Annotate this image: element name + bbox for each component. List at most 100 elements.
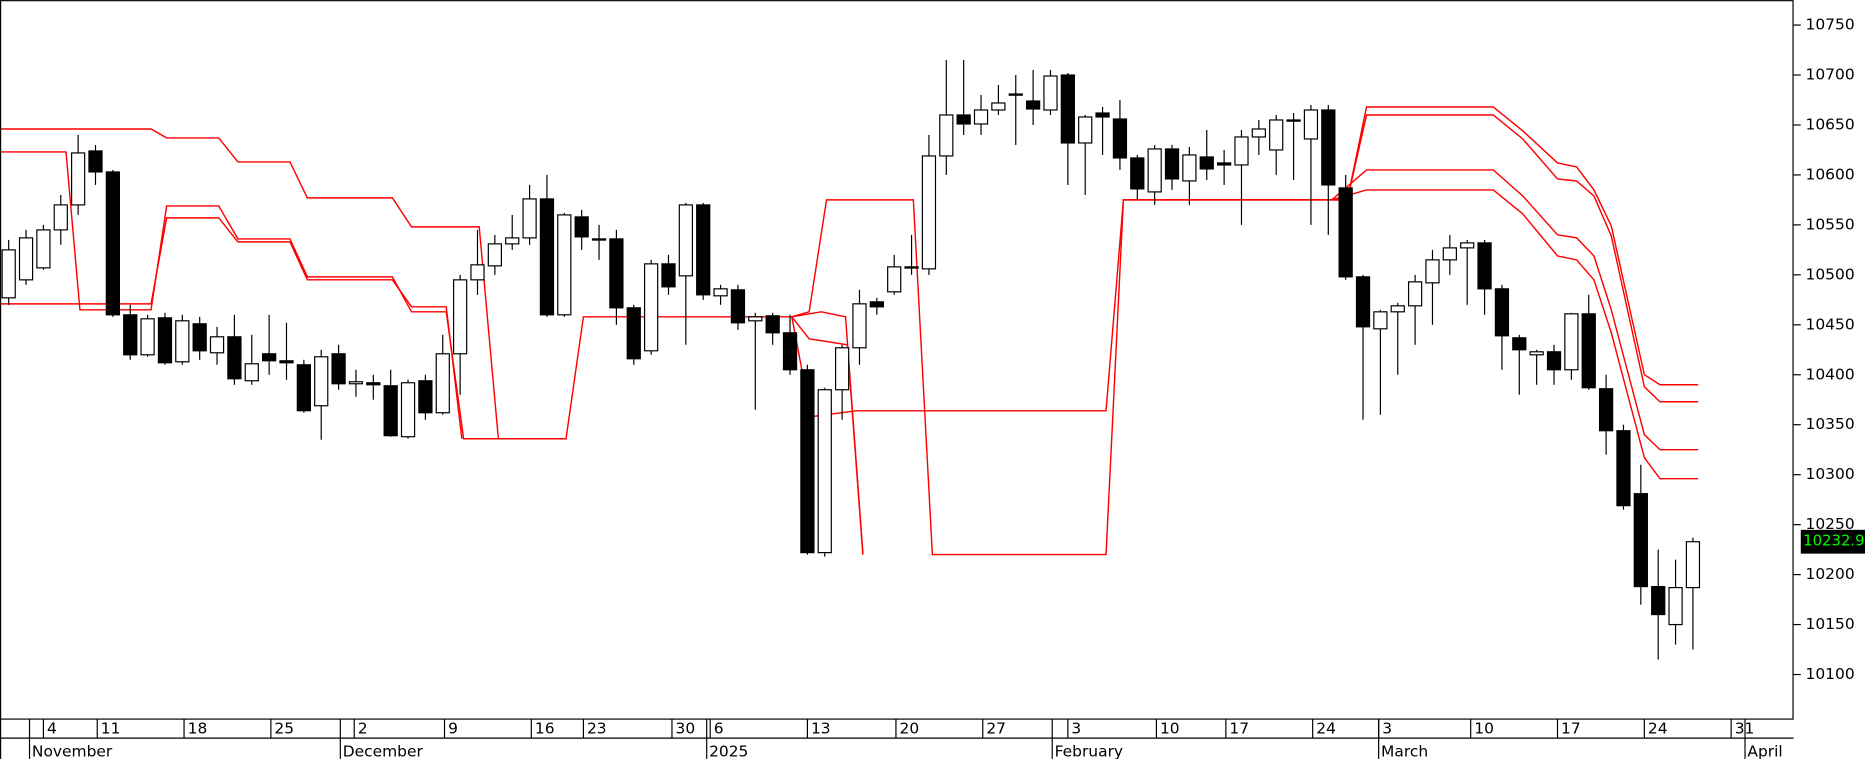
candle-body [1, 249, 16, 299]
candle-body [348, 381, 364, 385]
candle-body [1043, 75, 1058, 111]
candle-body [713, 288, 728, 297]
x-tick-label: 20 [900, 720, 920, 738]
y-tick-label: 10400 [1806, 365, 1855, 383]
candle-body [70, 152, 86, 206]
candle-body [973, 109, 989, 125]
candle-body [1060, 74, 1075, 144]
x-tick-label: 30 [676, 720, 696, 738]
candle-body [904, 266, 919, 269]
y-tick-label: 10450 [1806, 315, 1855, 333]
y-tick-label: 10750 [1806, 16, 1855, 34]
candle-body [1651, 585, 1666, 616]
candle-body [331, 353, 346, 385]
y-tick-label: 10350 [1806, 415, 1855, 433]
candle-body [782, 332, 798, 371]
month-label: April [1747, 742, 1782, 759]
x-tick-label: 13 [811, 720, 831, 738]
plot-frame [0, 0, 1794, 720]
x-tick-label: 6 [714, 720, 724, 738]
candle-body [1251, 128, 1266, 138]
y-tick-label: 10700 [1806, 66, 1855, 84]
candle-body [400, 382, 416, 438]
candle-body [800, 369, 815, 554]
month-label: 2025 [709, 742, 748, 759]
candle-body [1390, 305, 1405, 313]
candle-body [1095, 112, 1110, 118]
candle-body [1407, 281, 1423, 307]
candle-body [626, 307, 641, 360]
candle-body [105, 171, 120, 316]
candle-body [123, 314, 138, 356]
candle-body [1460, 242, 1475, 249]
candle-body [887, 266, 902, 293]
candle-body [261, 353, 277, 362]
y-tick-label: 10150 [1806, 615, 1855, 633]
candle-body [1494, 288, 1510, 337]
last-price-label: 10232.9 [1803, 532, 1864, 550]
candle-body [730, 289, 746, 324]
candle-body [505, 237, 520, 245]
candle-body [991, 102, 1006, 111]
candle-body [88, 150, 103, 173]
candle-body [1164, 148, 1180, 180]
candle-body [1616, 430, 1631, 507]
x-tick-label: 10 [1160, 720, 1180, 738]
candle-body [1546, 351, 1562, 371]
candle-body [869, 301, 884, 308]
candle-body [418, 380, 433, 414]
candle-body [748, 316, 763, 322]
candle-body [1303, 109, 1319, 140]
candle-body [1321, 109, 1336, 186]
last-price-box [1800, 529, 1865, 554]
x-tick-label: 18 [188, 720, 208, 738]
candle-body [1338, 187, 1353, 278]
candle-body [1355, 276, 1371, 328]
candle-body [1286, 119, 1301, 122]
candle-body [487, 243, 502, 267]
x-tick-label: 23 [587, 720, 607, 738]
candle-body [452, 279, 468, 355]
candle-body [1199, 156, 1214, 170]
y-tick-label: 10500 [1806, 265, 1855, 283]
candle-body [678, 204, 693, 277]
candle-body [591, 238, 607, 241]
candle-body [36, 229, 51, 269]
x-tick-label: 4 [47, 720, 57, 738]
candle-body [1633, 493, 1648, 588]
candle-body [1598, 388, 1614, 432]
candle-body [921, 155, 937, 270]
candle-body [296, 364, 311, 412]
indicator-line [791, 189, 1699, 555]
candle-body [1147, 148, 1162, 193]
x-tick-label: 3 [1382, 720, 1392, 738]
candle-body [383, 385, 398, 437]
candle-body [1078, 116, 1093, 144]
candle-body [279, 360, 294, 364]
candle-body [817, 389, 832, 554]
month-label: March [1381, 742, 1428, 759]
y-tick-label: 10550 [1806, 215, 1855, 233]
x-tick-label: 9 [448, 720, 458, 738]
x-tick-label: 17 [1561, 720, 1581, 738]
candle-body [53, 204, 68, 231]
y-tick-label: 10250 [1806, 515, 1855, 533]
x-tick-label: 17 [1229, 720, 1249, 738]
indicator-line [0, 106, 1699, 556]
candle-body [609, 238, 624, 309]
plot-area [0, 60, 1701, 660]
x-tick-label: 16 [535, 720, 555, 738]
candle-body [1512, 337, 1527, 351]
candle-body [1373, 311, 1388, 330]
y-tick-label: 10200 [1806, 565, 1855, 583]
candle-body [1182, 154, 1197, 182]
candle-body [140, 318, 155, 356]
candle-body [956, 114, 971, 125]
candle-body [1581, 313, 1596, 389]
candle-body [435, 353, 450, 414]
candle-body [539, 198, 555, 316]
candle-body [1234, 136, 1249, 166]
month-label: February [1055, 742, 1123, 759]
candle-body [1668, 586, 1683, 626]
